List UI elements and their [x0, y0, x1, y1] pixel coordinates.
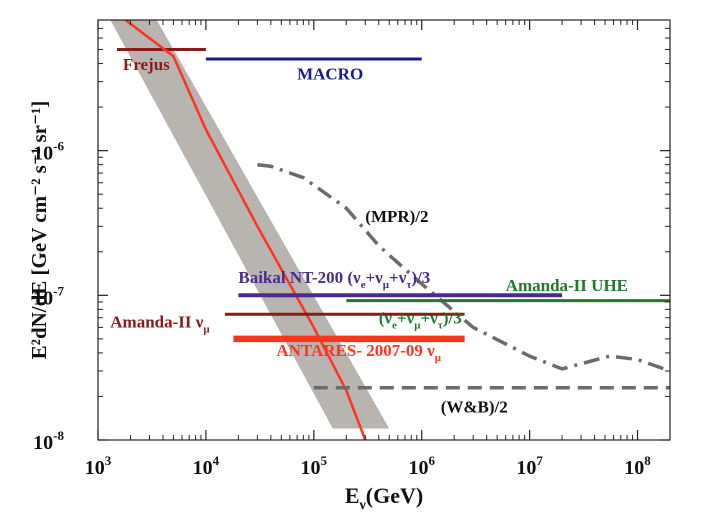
x-tick-label: 105 — [301, 453, 328, 479]
y-tick-label: 10-6 — [33, 139, 64, 165]
series-line-2 — [124, 20, 367, 440]
label-frejus: Frejus — [123, 55, 170, 74]
y-tick-label: 10-8 — [33, 428, 64, 454]
label-baikal: Baikal NT-200 (νe+νμ+ντ)/3 — [238, 268, 430, 291]
x-tick-label: 103 — [85, 453, 112, 479]
x-tick-label: 108 — [624, 453, 651, 479]
y-tick-label: 10-7 — [33, 283, 64, 309]
x-tick-label: 107 — [516, 453, 543, 479]
label-amanda-numu: Amanda-II νμ — [110, 312, 210, 335]
label-amanda-uhe: Amanda-II UHE — [506, 276, 628, 295]
label-macro: MACRO — [297, 65, 363, 84]
label-wb: (W&B)/2 — [441, 397, 508, 416]
x-axis-label: Eν(GeV) — [345, 483, 423, 513]
x-tick-label: 106 — [408, 453, 435, 479]
label-mpr: (MPR)/2 — [365, 207, 428, 226]
series-line-3 — [257, 162, 670, 373]
x-tick-label: 104 — [193, 453, 220, 479]
flux-band — [110, 20, 390, 429]
label-amanda-uhe-flavors: (νe+νμ+ντ)/3 — [379, 308, 462, 331]
label-antares: ANTARES- 2007-09 νμ — [276, 341, 441, 364]
y-axis-label: E²dN/dE [GeV cm⁻² s⁻¹ sr⁻¹] — [27, 101, 51, 360]
plot-frame — [97, 19, 671, 441]
